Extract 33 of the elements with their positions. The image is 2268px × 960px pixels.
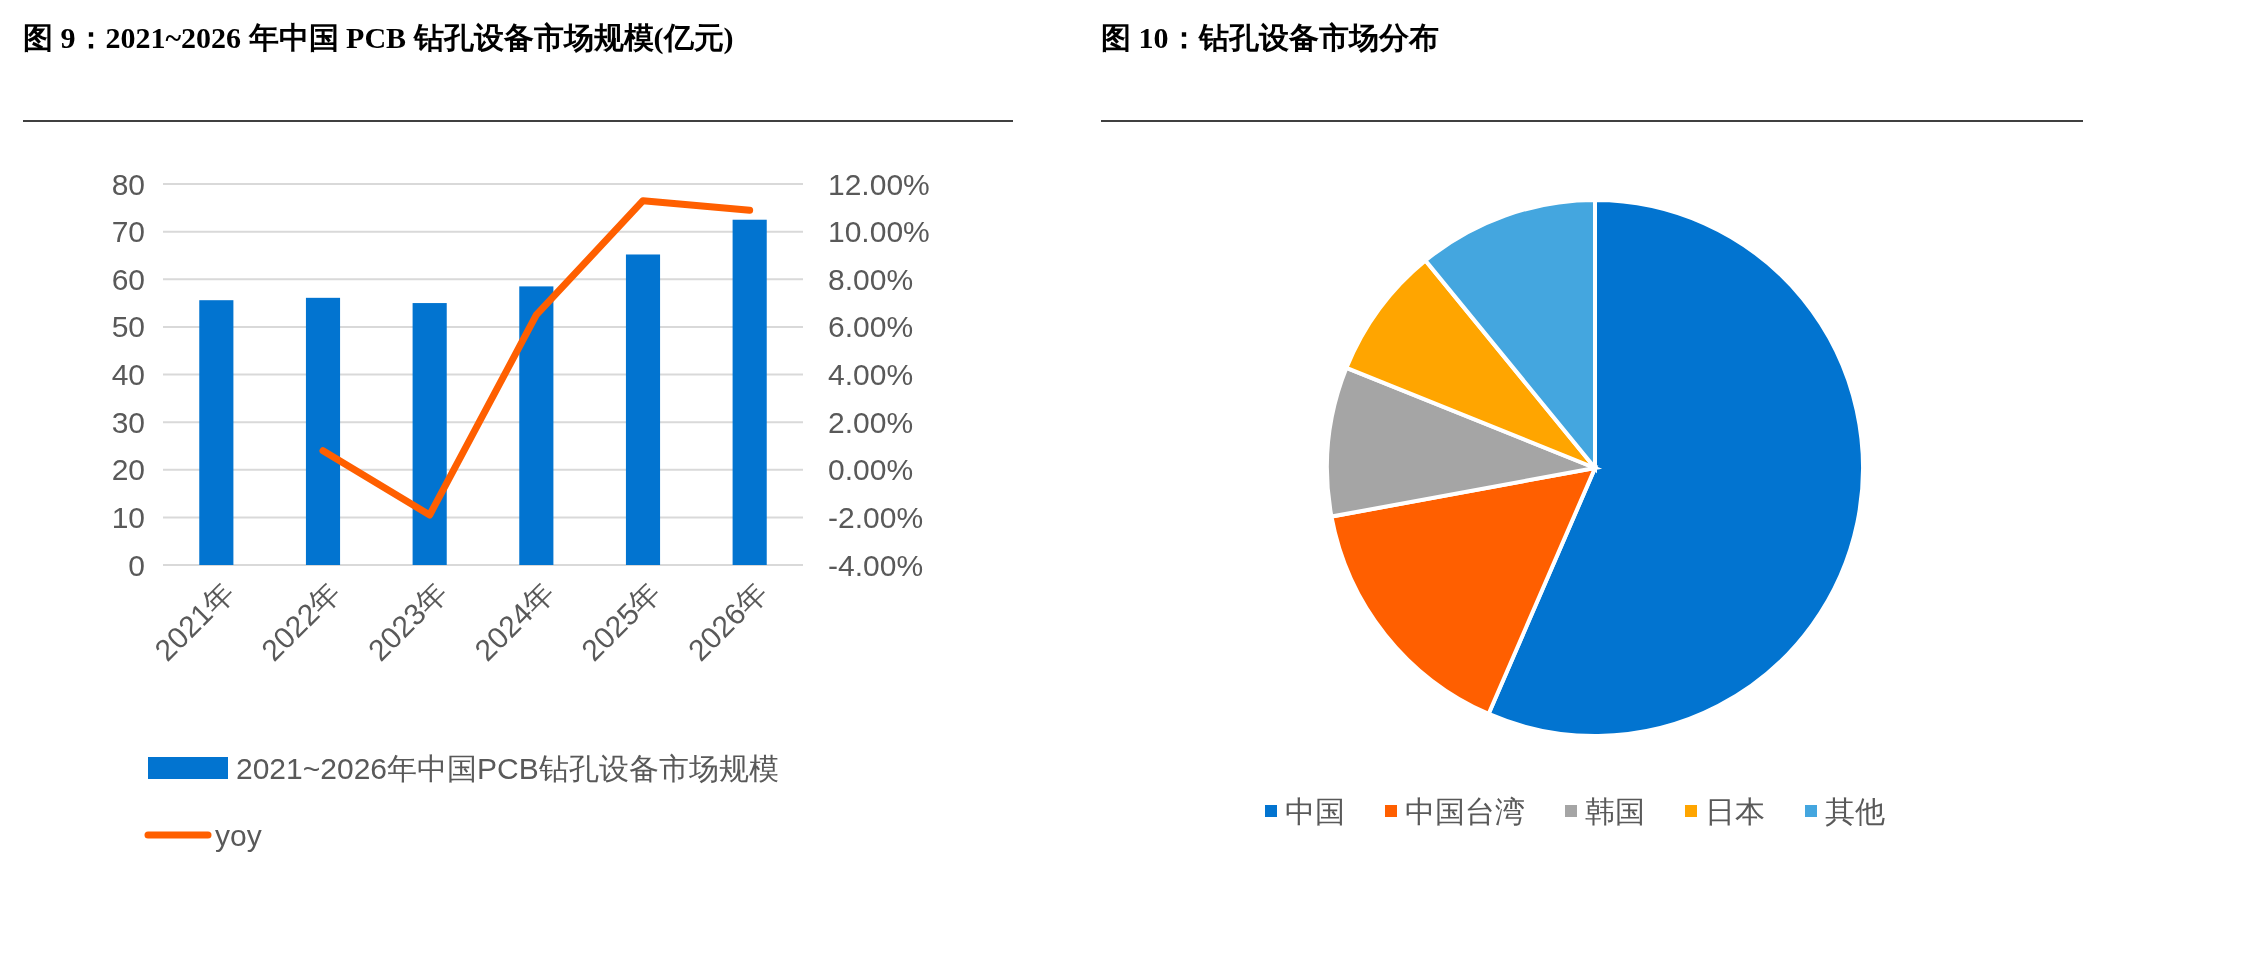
bar xyxy=(519,286,554,565)
y2-tick-label: 8.00% xyxy=(828,262,914,296)
y2-tick-label: -4.00% xyxy=(828,548,924,582)
y2-tick-label: 12.00% xyxy=(828,167,930,201)
bar xyxy=(732,219,767,565)
bar xyxy=(199,300,234,565)
y2-tick-label: 10.00% xyxy=(828,215,930,249)
chart-title: 图 9：2021~2026 年中国 PCB 钻孔设备市场规模(亿元) xyxy=(23,21,734,55)
y-tick-label: 30 xyxy=(111,405,145,439)
y-tick-label: 80 xyxy=(111,167,145,201)
y2-tick-label: 4.00% xyxy=(828,358,914,391)
y-tick-label: 0 xyxy=(128,548,145,582)
chart-title: 图 10：钻孔设备市场分布 xyxy=(1101,21,1439,54)
legend-label: yoy xyxy=(215,818,262,852)
y-tick-label: 50 xyxy=(111,310,145,344)
y-tick-label: 70 xyxy=(111,215,145,249)
y2-tick-label: 2.00% xyxy=(828,405,914,439)
y-tick-label: 40 xyxy=(111,358,145,391)
legend-label: 韩国 xyxy=(1585,794,1645,828)
legend-label: 日本 xyxy=(1705,794,1765,828)
y2-tick-label: 6.00% xyxy=(828,310,914,344)
y2-tick-label: 0.00% xyxy=(828,453,914,487)
y-tick-label: 20 xyxy=(111,453,145,487)
y-tick-label: 60 xyxy=(111,262,145,296)
bar xyxy=(625,254,661,565)
legend-label: 中国台湾 xyxy=(1405,794,1525,828)
bar xyxy=(412,303,447,565)
legend-label: 其他 xyxy=(1825,794,1885,828)
y-tick-label: 10 xyxy=(111,500,145,534)
y2-tick-label: -2.00% xyxy=(828,500,924,534)
legend-label: 2021~2026年中国PCB钻孔设备市场规模 xyxy=(236,751,779,785)
legend-label: 中国 xyxy=(1285,794,1345,828)
bar xyxy=(305,297,341,565)
